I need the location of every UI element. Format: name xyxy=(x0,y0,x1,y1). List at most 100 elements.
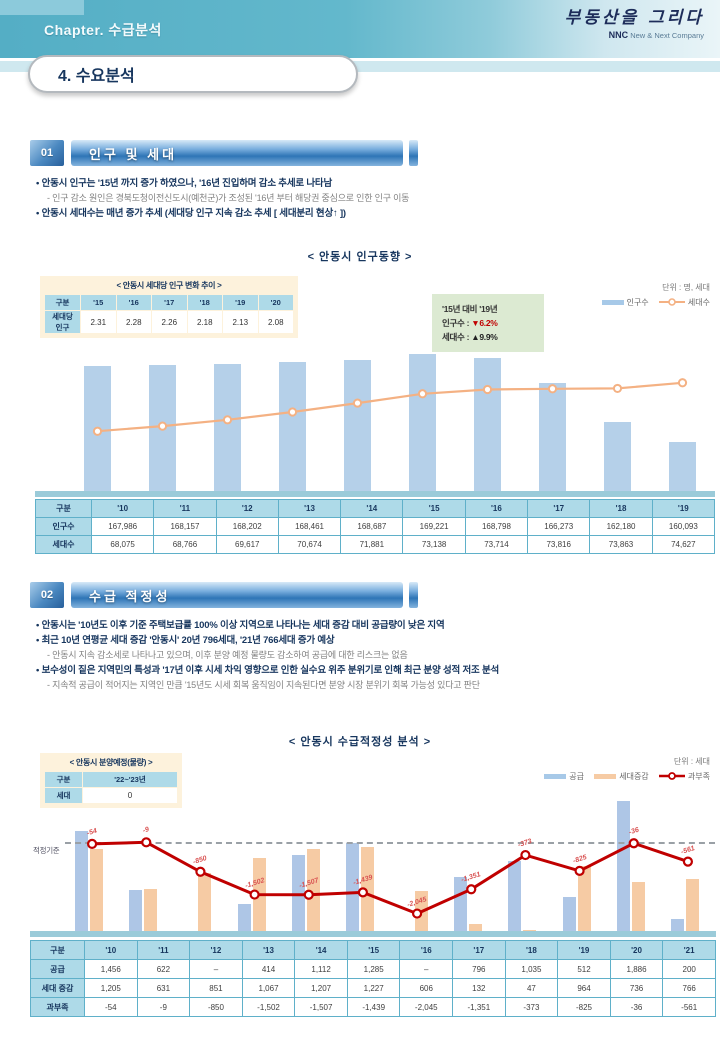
up-arrow-value: ▲9.9% xyxy=(471,332,498,342)
table-value-cell: 1,035 xyxy=(504,959,559,979)
section2-bullets: 안동시는 '10년도 이후 기준 주택보급률 100% 이상 지역으로 나타나는… xyxy=(36,618,696,692)
population-bar xyxy=(344,359,371,491)
table-header-cell: '18 xyxy=(186,294,223,311)
table-value-cell: -54 xyxy=(84,997,138,1017)
table-value-cell: 766 xyxy=(662,978,716,998)
table-header-cell: '22~'23년 xyxy=(82,771,178,788)
chart1-legend: 단위 : 명, 세대 인구수 세대수 xyxy=(530,282,710,308)
table-value-cell: 2.18 xyxy=(186,310,223,334)
table-value-cell: 168,157 xyxy=(153,517,217,536)
chart2-unit-label: 단위 : 세대 xyxy=(673,757,710,766)
table-value-cell: 2.31 xyxy=(80,310,117,334)
chart1-unit-label: 단위 : 명, 세대 xyxy=(662,283,710,292)
table-value-cell: 162,180 xyxy=(589,517,653,536)
chart2-axis-baseline xyxy=(30,931,716,937)
table-value-cell: 2.26 xyxy=(151,310,188,334)
table-value-cell: 622 xyxy=(136,959,191,979)
table-value-cell: 73,138 xyxy=(402,535,466,554)
table-header-cell: '14 xyxy=(340,499,404,518)
company-logo: 부동산을 그리다 NNC New & Next Company xyxy=(565,9,704,41)
bullet-line: 안동시 세대수는 매년 증가 추세 (세대당 인구 지속 감소 추세 [ 세대분… xyxy=(36,206,696,221)
row-label-cell: 세대수 xyxy=(35,535,92,554)
table-header-cell: 구분 xyxy=(44,294,81,311)
population-bar-swatch xyxy=(601,300,624,305)
table-value-cell: -1,507 xyxy=(294,997,348,1017)
chapter-label: Chapter. 수급분석 xyxy=(44,22,162,38)
bullet-line: 지속적 공급이 적어지는 지역인 만큼 '15년도 시세 회복 움직임이 지속된… xyxy=(36,678,696,692)
table-value-cell: -36 xyxy=(609,997,664,1017)
table-value-cell: 631 xyxy=(136,978,191,998)
table-value-cell: – xyxy=(189,959,243,979)
table-header-cell: '21 xyxy=(662,940,716,960)
supply-bar xyxy=(508,860,522,933)
table-value-cell: 73,714 xyxy=(464,535,529,554)
standard-level-label: 적정기준 xyxy=(33,846,60,855)
population-change-callout: '15년 대비 '19년 인구수 : ▼6.2% 세대수 : ▲9.9% xyxy=(432,294,544,352)
table-header-cell: '13 xyxy=(277,499,342,518)
table-header-cell: '14 xyxy=(294,940,348,960)
table-row: 세대 0 xyxy=(44,787,178,804)
table-value-cell: 1,456 xyxy=(84,959,138,979)
logo-company-name: NNC New & Next Company xyxy=(608,29,704,40)
table-header-cell: 구분 xyxy=(35,499,92,518)
table-value-cell: -1,439 xyxy=(346,997,401,1017)
supply-bar-swatch xyxy=(544,774,567,779)
table-header-cell: '15 xyxy=(402,499,466,518)
section1-header: 01 인구 및 세대 xyxy=(30,140,418,166)
table-value-cell: -2,045 xyxy=(399,997,454,1017)
section1-title-bar: 인구 및 세대 xyxy=(71,140,403,166)
section2-number-badge: 02 xyxy=(30,582,64,608)
table-value-cell: -373 xyxy=(504,997,559,1017)
table-header-cell: '20 xyxy=(609,940,664,960)
table-value-cell: 166,273 xyxy=(527,517,591,536)
household-change-bar xyxy=(198,873,212,933)
bullet-line: 최근 10년 연평균 세대 증감 '안동시' 20년 796세대, '21년 7… xyxy=(36,633,696,648)
minitable1: 구분 '15'16'17'18'19'20 세대당 인구 2.31 2.28 2.26 2.… xyxy=(44,294,294,334)
table-value-cell: 736 xyxy=(609,978,664,998)
table-value-cell: 1,112 xyxy=(294,959,348,979)
table-header-cell: '16 xyxy=(464,499,529,518)
table-header-cell: '12 xyxy=(189,940,243,960)
table-header-cell: '19 xyxy=(557,940,611,960)
table-value-cell: 69,617 xyxy=(215,535,279,554)
chart1-axis-baseline xyxy=(35,491,715,497)
household-change-bar xyxy=(306,848,320,933)
table-header-cell: '11 xyxy=(136,940,191,960)
table-header-cell: '18 xyxy=(504,940,559,960)
population-bar xyxy=(214,364,241,491)
table-value-cell: 168,687 xyxy=(340,517,404,536)
population-bar xyxy=(409,354,436,491)
table-header-cell: '17 xyxy=(151,294,188,311)
table-value-cell: 73,816 xyxy=(527,535,591,554)
header-corner-block xyxy=(0,0,84,15)
table-row: 세대수 68,075 68,766 69,617 70,674 71,881 73,138 7… xyxy=(35,535,716,554)
chart1-title: < 안동시 인구동향 > xyxy=(307,251,413,263)
table-value-cell: 132 xyxy=(452,978,506,998)
table-header-cell: '16 xyxy=(399,940,454,960)
chart2-title: < 안동시 수급적정성 분석 > xyxy=(288,736,432,748)
table-value-cell: 168,461 xyxy=(277,517,342,536)
shortage-line-svg xyxy=(86,837,694,919)
household-change-bar xyxy=(685,879,699,933)
table-value-cell: 169,221 xyxy=(402,517,466,536)
header-substrip xyxy=(0,61,720,72)
table-value-cell: 796 xyxy=(452,959,506,979)
chart2-legend-items: 공급 세대증감 과부족 xyxy=(470,771,710,782)
table-header-cell: '18 xyxy=(589,499,653,518)
supply-bar xyxy=(562,897,576,933)
table-value-cell: -561 xyxy=(662,997,716,1017)
callout-period: '15년 대비 '19년 xyxy=(442,304,498,314)
table-row: 세대당 인구 2.31 2.28 2.26 2.18 2.13 2.08 xyxy=(44,310,294,334)
table-value-cell: 851 xyxy=(189,978,243,998)
table-header-cell: '16 xyxy=(115,294,152,311)
table-value-cell: -9 xyxy=(136,997,191,1017)
table-row: 인구수 167,986 168,157 168,202 168,461 168,687 16… xyxy=(35,517,716,536)
table-value-cell: 168,798 xyxy=(464,517,529,536)
table-value-cell: 74,627 xyxy=(651,535,716,554)
planned-supply-minitable-box: < 안동시 분양예정(물량) > 구분 '22~'23년 세대 0 xyxy=(40,753,182,808)
table-value-cell: -1,502 xyxy=(241,997,296,1017)
row-label-cell: 인구수 xyxy=(35,517,92,536)
supply-bar xyxy=(670,919,684,933)
table-value-cell: 1,285 xyxy=(346,959,401,979)
